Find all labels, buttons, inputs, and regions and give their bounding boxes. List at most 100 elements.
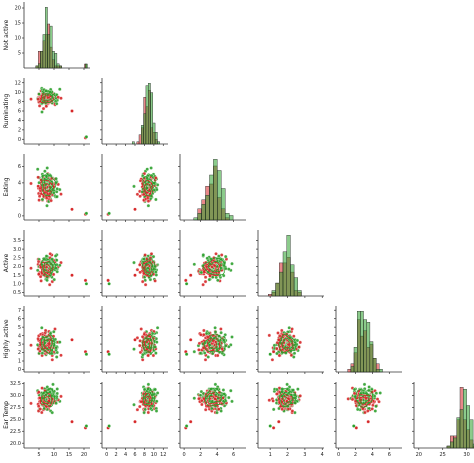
scatter-point-outlier — [133, 338, 137, 342]
scatter-point-red — [59, 192, 63, 196]
histogram-bar-green — [366, 322, 371, 373]
density-contour-red-inner — [42, 396, 51, 405]
scatter-point-red — [138, 179, 143, 183]
density-contour-green-inner — [144, 337, 153, 350]
scatter-point-red — [197, 348, 201, 352]
scatter-point-green — [271, 407, 276, 412]
y-tick-label: 1.0 — [13, 282, 21, 288]
y-tick-label: 4 — [18, 333, 21, 339]
scatter-point-green — [221, 388, 226, 392]
scatter-point-outlier — [184, 424, 189, 428]
scatter-point-red — [280, 328, 284, 333]
scatter-point-red — [203, 275, 208, 279]
scatter-point-green — [287, 326, 291, 330]
scatter-point-outlier — [84, 211, 89, 216]
y-tick-label: 30.0 — [10, 393, 21, 399]
scatter-point-green — [132, 260, 136, 265]
x-tick-label: 4 — [371, 452, 374, 458]
histogram-bar-green — [217, 170, 222, 221]
scatter-point-green — [154, 270, 158, 274]
scatter-point-red — [277, 353, 282, 358]
scatter-point-outlier — [70, 273, 74, 277]
scatter-point-green — [201, 253, 206, 257]
y-tick-label: 4 — [18, 181, 21, 187]
histogram-bar-green — [201, 204, 206, 221]
y-axis-label-ruminating: Ruminating — [3, 94, 10, 129]
density-contour-green-inner — [44, 93, 54, 101]
scatter-point-green — [55, 269, 59, 274]
histogram-bar-green — [209, 174, 214, 221]
scatter-point-red — [202, 328, 206, 333]
scatter-point-green — [54, 101, 59, 106]
scatter-point-red — [44, 265, 49, 269]
scatter-point-green — [207, 277, 212, 282]
scatter-point-outlier — [271, 426, 276, 430]
scatter-point-green — [44, 254, 49, 258]
scatter-point-outlier — [277, 419, 281, 424]
scatter-point-green — [146, 203, 151, 208]
histogram-bar-red — [138, 134, 142, 145]
histogram-bar-red — [268, 294, 273, 297]
histogram-bar-green — [446, 445, 451, 449]
scatter-point-green — [155, 391, 160, 395]
scatter-point-red — [200, 402, 204, 407]
scatter-point-green — [192, 349, 197, 354]
histogram-bar-green — [375, 369, 380, 373]
scatter-point-green — [51, 382, 55, 387]
scatter-point-outlier — [83, 278, 88, 283]
scatter-point-green — [146, 382, 151, 387]
scatter-point-red — [377, 399, 381, 404]
scatter-point-green — [374, 404, 378, 409]
scatter-point-green — [146, 266, 150, 270]
density-contour-green-outer — [142, 174, 156, 197]
scatter-point-green — [275, 387, 279, 392]
scatter-point-green — [58, 87, 62, 91]
scatter-point-outlier — [188, 273, 193, 277]
y-tick-label: 25.0 — [10, 417, 21, 423]
scatter-point-outlier — [70, 419, 74, 424]
y-tick-label: 0 — [18, 214, 21, 220]
density-contour-green-inner — [43, 338, 53, 351]
scatter-point-outlier — [107, 352, 111, 356]
y-tick-label: 2.5 — [13, 255, 21, 261]
scatter-point-green — [154, 273, 159, 277]
scatter-point-green — [192, 262, 197, 267]
scatter-point-outlier — [84, 135, 89, 139]
histogram-bar-green — [279, 271, 284, 297]
density-contour-red-inner — [42, 95, 51, 102]
x-tick-label: 10 — [151, 452, 157, 458]
density-contour-green-inner — [43, 261, 54, 273]
histogram-bar-green — [459, 409, 464, 449]
scatter-point-green — [145, 186, 149, 190]
y-tick-label: 1.5 — [13, 273, 21, 279]
x-tick-label: 8 — [143, 452, 146, 458]
scatter-point-green — [45, 166, 49, 170]
scatter-point-green — [151, 254, 156, 259]
scatter-point-green — [153, 387, 157, 392]
density-contour-green-outer — [142, 257, 156, 277]
scatter-point-red — [43, 328, 48, 333]
scatter-point-red — [138, 194, 142, 198]
histogram-bar-green — [456, 417, 461, 449]
y-tick-label: 20 — [15, 6, 21, 12]
scatter-point-green — [54, 190, 59, 194]
scatter-point-red — [59, 353, 63, 358]
y-axis-label-highly-active: Highly active — [3, 319, 10, 358]
scatter-point-red — [350, 397, 355, 402]
density-contour-red-inner — [144, 183, 151, 194]
density-contour-green-inner — [144, 178, 154, 192]
y-tick-label: 3.5 — [13, 238, 21, 244]
scatter-point-red — [47, 282, 52, 287]
histogram-bar-green — [469, 419, 474, 449]
scatter-point-red — [139, 327, 143, 331]
scatter-point-green — [149, 166, 153, 170]
density-contour-green-outer — [278, 333, 297, 354]
scatter-point-green — [58, 187, 62, 192]
scatter-panel-ear-temp-vs-highly-active — [346, 382, 382, 430]
x-tick-label: 25 — [440, 452, 446, 458]
density-contour-red-outer — [142, 392, 153, 407]
x-tick-label: 2 — [199, 452, 202, 458]
histogram-bar-green — [54, 53, 58, 69]
scatter-point-red — [36, 404, 41, 408]
scatter-point-red — [37, 104, 42, 108]
